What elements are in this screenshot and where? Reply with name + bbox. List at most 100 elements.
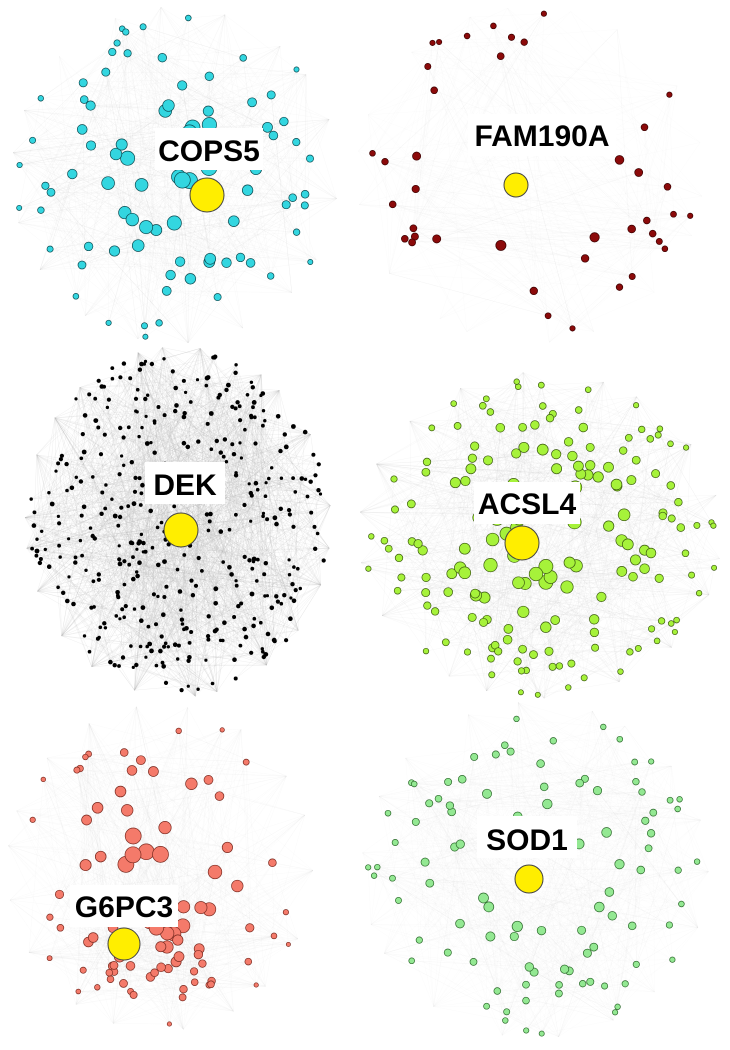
network-edge (438, 41, 655, 293)
network-edge (40, 98, 147, 228)
network-edge (140, 415, 165, 506)
network-edge (212, 357, 299, 631)
network-edge (83, 82, 330, 120)
network-edge (83, 82, 209, 112)
network-edge (500, 56, 573, 329)
network-node (185, 444, 191, 450)
network-edge (32, 140, 243, 329)
network-edge (37, 401, 191, 592)
network-node (227, 527, 232, 532)
network-edge (411, 51, 620, 288)
network-edge (81, 364, 237, 516)
network-node (118, 425, 123, 431)
network-edge (142, 26, 287, 205)
network-node (436, 38, 443, 46)
network-edge (160, 7, 293, 198)
network-node (287, 558, 291, 562)
network-node (135, 570, 139, 574)
network-edge (224, 607, 272, 623)
network-node (626, 475, 637, 486)
network-edge (389, 204, 393, 274)
network-edge (192, 595, 218, 692)
network-edge (415, 188, 595, 238)
network-node (157, 53, 167, 63)
network-edge (88, 194, 306, 247)
network-edge (75, 398, 237, 474)
network-node (135, 410, 139, 414)
network-edge (137, 575, 321, 586)
network-node (275, 599, 280, 604)
network-edge (233, 141, 297, 222)
network-edge (115, 515, 162, 523)
network-node (312, 524, 317, 529)
network-node (369, 150, 376, 157)
network-node (292, 228, 301, 236)
network-edge (88, 394, 189, 661)
network-edge (233, 393, 264, 618)
network-node (221, 560, 225, 564)
network-edge (92, 476, 127, 607)
network-edge (105, 71, 166, 112)
network-edge (162, 17, 189, 58)
network-edge (158, 296, 218, 324)
network-node (67, 575, 71, 579)
network-node (49, 501, 55, 507)
network-edge (439, 13, 545, 319)
network-edge (367, 114, 573, 329)
network-edge (138, 220, 234, 246)
network-node (143, 549, 148, 554)
nodes-fam190a (369, 10, 694, 332)
network-node (120, 655, 126, 660)
network-node (470, 441, 480, 451)
network-dek: DEK (24, 347, 331, 697)
network-edge (224, 14, 297, 70)
network-edge (139, 393, 263, 437)
network-node (121, 361, 127, 366)
hub-node-acsl4 (504, 525, 540, 561)
network-node (131, 501, 137, 507)
network-node (384, 544, 393, 553)
network-edge (413, 228, 665, 250)
network-edge (112, 51, 337, 199)
network-node (58, 555, 62, 559)
network-node (122, 615, 126, 619)
network-node (79, 513, 84, 518)
network-edge (145, 7, 162, 337)
network-edge (229, 529, 321, 586)
network-edge (170, 141, 297, 276)
network-edge (72, 46, 281, 175)
network-edge (88, 394, 165, 532)
network-node (296, 566, 300, 571)
network-node (443, 587, 453, 597)
network-edge (144, 230, 157, 326)
network-node (233, 370, 238, 375)
network-edge (40, 42, 118, 99)
network-node (139, 220, 154, 235)
network-node (633, 402, 640, 409)
network-edge (644, 127, 691, 216)
network-node (244, 957, 253, 966)
network-node (120, 454, 124, 458)
network-edge (188, 652, 252, 662)
network-edge (144, 262, 251, 327)
network-edge (40, 210, 189, 343)
network-edge (33, 525, 196, 697)
network-node (381, 158, 389, 166)
network-edge (82, 82, 86, 316)
network-edge (19, 207, 210, 263)
network-edge (13, 152, 271, 277)
network-edge (286, 198, 337, 205)
network-edge (115, 153, 241, 258)
network-edge (39, 184, 142, 270)
network-node (321, 558, 326, 563)
network-node (306, 154, 314, 163)
network-node (87, 392, 92, 397)
network-node (634, 644, 642, 652)
network-node (536, 443, 549, 456)
network-edge (45, 17, 189, 186)
network-edge (111, 387, 176, 500)
network-edge (19, 164, 139, 340)
network-edge (270, 119, 330, 277)
network-node (318, 492, 323, 496)
network-node (108, 659, 113, 665)
